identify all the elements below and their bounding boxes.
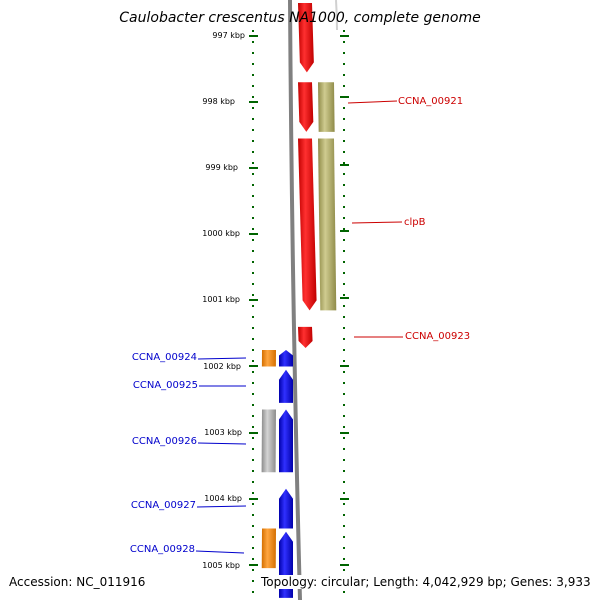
- genome-backbone-edge: [335, 0, 338, 31]
- kbp-tick: 999 kbp: [205, 163, 349, 172]
- gene-label[interactable]: CCNA_00924: [132, 352, 197, 363]
- kbp-tick-label: 1004 kbp: [204, 494, 242, 503]
- gene-feature-blue[interactable]: [279, 488, 293, 529]
- kbp-tick: 1004 kbp: [204, 494, 349, 503]
- gene-feature-red[interactable]: [298, 326, 313, 348]
- leader-line: [351, 221, 403, 224]
- leader-line: [347, 100, 398, 104]
- gene-labels-left: CCNA_00924 CCNA_00925 CCNA_00926 CCNA_00…: [130, 352, 247, 555]
- gene-feature-orange[interactable]: [261, 349, 276, 367]
- kbp-tick: 1005 kbp: [202, 561, 349, 570]
- scale-ticks: [252, 30, 345, 600]
- map-title: Caulobacter crescentus NA1000, complete …: [119, 10, 481, 26]
- kbp-tick: 1002 kbp: [203, 362, 349, 371]
- gene-label[interactable]: CCNA_00927: [131, 500, 196, 511]
- leader-line: [196, 505, 247, 508]
- gene-label[interactable]: CCNA_00921: [398, 96, 463, 107]
- gene-feature-red[interactable]: [298, 2, 314, 73]
- kbp-tick: 1000 kbp: [202, 229, 349, 238]
- gene-features: [261, 2, 337, 598]
- gene-label[interactable]: CCNA_00928: [130, 544, 195, 555]
- leader-line: [197, 357, 247, 360]
- leader-line: [197, 442, 247, 445]
- kbp-tick-label: 997 kbp: [212, 31, 245, 40]
- kbp-tick-label: 1005 kbp: [202, 561, 240, 570]
- gene-label[interactable]: CCNA_00926: [132, 436, 197, 447]
- kbp-tick-label: 1000 kbp: [202, 229, 240, 238]
- leader-line: [195, 550, 245, 554]
- gene-feature-olive[interactable]: [318, 82, 335, 132]
- kbp-tick-group: 997 kbp 998 kbp 999 kbp 1000 kbp 1001 kb…: [202, 31, 349, 570]
- gene-label[interactable]: CCNA_00925: [133, 380, 198, 391]
- gene-label[interactable]: clpB: [404, 217, 426, 228]
- kbp-tick-label: 1003 kbp: [204, 428, 242, 437]
- kbp-tick: 1003 kbp: [204, 428, 349, 437]
- gene-feature-blue[interactable]: [279, 349, 293, 367]
- kbp-tick-label: 998 kbp: [202, 97, 235, 106]
- kbp-tick: 998 kbp: [202, 96, 349, 106]
- genome-backbone: [288, 0, 302, 600]
- gene-feature-orange[interactable]: [261, 528, 276, 569]
- gene-feature-grey[interactable]: [261, 409, 276, 473]
- gene-labels-right: CCNA_00921 clpB CCNA_00923: [347, 96, 470, 342]
- kbp-tick-label: 1001 kbp: [202, 295, 240, 304]
- kbp-tick-label: 1002 kbp: [203, 362, 241, 371]
- gene-feature-blue[interactable]: [279, 369, 293, 403]
- gene-feature-red[interactable]: [298, 138, 317, 311]
- accession-text: Accession: NC_011916: [9, 575, 146, 589]
- gene-feature-red[interactable]: [298, 82, 314, 132]
- gene-label[interactable]: CCNA_00923: [405, 331, 470, 342]
- kbp-tick: 1001 kbp: [202, 295, 349, 304]
- gene-feature-olive[interactable]: [318, 138, 337, 311]
- gene-feature-blue[interactable]: [279, 409, 293, 473]
- kbp-tick-label: 999 kbp: [205, 163, 238, 172]
- topology-text: Topology: circular; Length: 4,042,929 bp…: [261, 575, 591, 589]
- kbp-tick: 997 kbp: [212, 31, 349, 40]
